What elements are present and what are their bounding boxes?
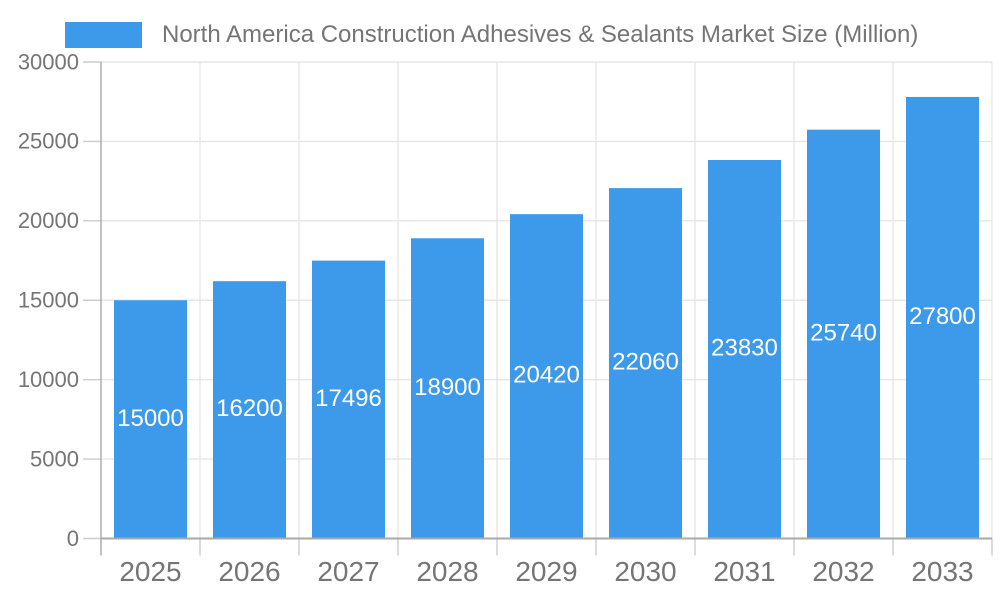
y-axis-label: 5000 xyxy=(30,446,79,471)
y-axis-label: 0 xyxy=(67,526,79,551)
x-axis-label: 2030 xyxy=(614,556,676,587)
x-axis-label: 2025 xyxy=(119,556,181,587)
bar-2033[interactable] xyxy=(906,96,979,539)
y-axis-label: 20000 xyxy=(18,208,79,233)
bar-2027[interactable] xyxy=(312,260,385,539)
bar-2025[interactable] xyxy=(114,300,187,539)
bar-2026[interactable] xyxy=(213,281,286,539)
bar-value-label: 25740 xyxy=(810,319,877,346)
x-axis-label: 2033 xyxy=(911,556,973,587)
bar-value-label: 20420 xyxy=(513,362,580,389)
bar-value-label: 17496 xyxy=(315,385,382,412)
y-axis-label: 25000 xyxy=(18,129,79,154)
bar-2030[interactable] xyxy=(609,188,682,539)
bar-value-label: 15000 xyxy=(117,405,184,432)
chart-title: North America Construction Adhesives & S… xyxy=(162,21,919,48)
x-axis-label: 2028 xyxy=(416,556,478,587)
chart-legend: North America Construction Adhesives & S… xyxy=(65,21,918,49)
x-axis-label: 2026 xyxy=(218,556,280,587)
x-axis-label: 2027 xyxy=(317,556,379,587)
bar-2031[interactable] xyxy=(708,160,781,539)
bar-value-label: 18900 xyxy=(414,374,481,401)
y-axis-label: 15000 xyxy=(18,288,79,313)
legend-swatch xyxy=(65,22,142,48)
bar-value-label: 22060 xyxy=(612,349,679,376)
bar-2032[interactable] xyxy=(807,129,880,539)
y-axis-label: 30000 xyxy=(18,49,79,74)
y-axis-label: 10000 xyxy=(18,367,79,392)
bar-2029[interactable] xyxy=(510,214,583,539)
bar-2028[interactable] xyxy=(411,238,484,539)
bar-value-label: 23830 xyxy=(711,335,778,362)
x-axis-label: 2031 xyxy=(713,556,775,587)
x-axis-label: 2029 xyxy=(515,556,577,587)
bar-value-label: 16200 xyxy=(216,395,283,422)
bar-value-label: 27800 xyxy=(909,303,976,330)
x-axis-label: 2032 xyxy=(812,556,874,587)
